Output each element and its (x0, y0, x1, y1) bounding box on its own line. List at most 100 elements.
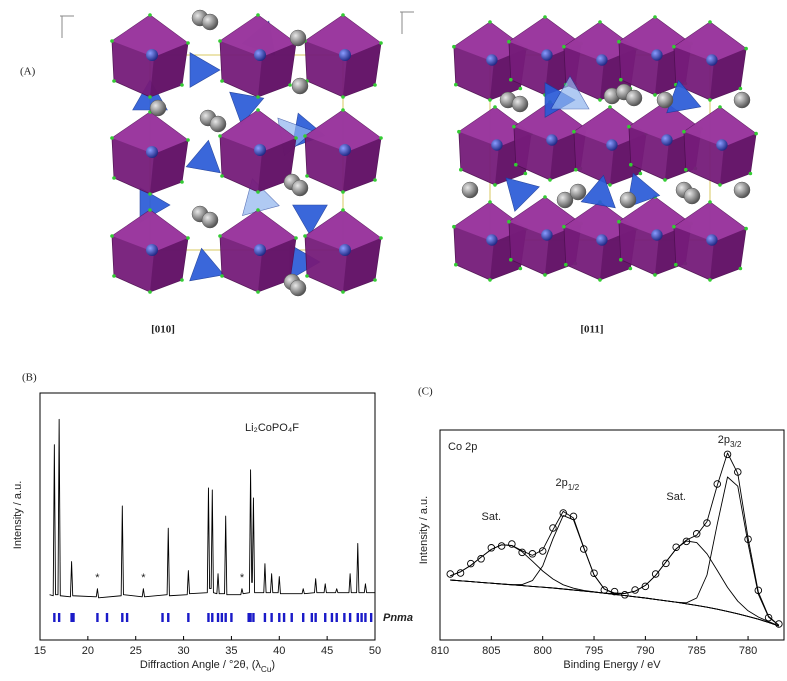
fluorine-atom (112, 274, 116, 278)
reflection-tick (216, 613, 220, 622)
fluorine-atom (518, 266, 523, 271)
data-point (662, 559, 670, 568)
cobalt-atom (541, 49, 553, 61)
x-axis-label-part: Cu (261, 665, 272, 674)
tetrahedron (189, 52, 221, 88)
fluorine-atom (488, 98, 492, 102)
fluorine-atom (548, 178, 552, 182)
fluorine-atom (305, 174, 309, 178)
fluorine-atom (748, 171, 753, 176)
reflection-tick (282, 613, 286, 622)
tetrahedron (229, 91, 265, 126)
octahedron-face (305, 210, 381, 252)
reflection-tick (167, 613, 170, 622)
octahedron-face (563, 202, 637, 242)
annotation: * (95, 572, 100, 584)
annotation: 2p3/2 (718, 434, 742, 449)
fluorine-atom (572, 129, 576, 134)
octahedron-face (343, 238, 381, 292)
fluorine-atom (682, 129, 686, 134)
tetrahedron (550, 75, 590, 110)
cobalt-atom (706, 54, 718, 66)
fluorine-atom (180, 83, 184, 87)
fluorine-atom (653, 273, 657, 277)
reflection-tick (125, 613, 129, 622)
annotation-part: 2p (555, 477, 567, 489)
cobalt-atom (254, 144, 266, 156)
fluorine-atom (148, 13, 152, 17)
fluorine-atom (619, 257, 623, 262)
fluorine-atom (598, 98, 602, 102)
legend-label: Pnma (383, 612, 413, 624)
plot-frame (439, 429, 785, 641)
lithium-atom (683, 187, 701, 205)
annotation-part: 2p (718, 434, 730, 446)
fluorine-atom (617, 39, 621, 44)
fluorine-atom (562, 224, 566, 229)
data-point (467, 559, 475, 568)
x-tick-label: 30 (177, 645, 189, 657)
fluorine-atom (452, 44, 456, 49)
axis-glyph (60, 15, 74, 38)
cobalt-atom (546, 134, 558, 146)
fluorine-atom (373, 178, 377, 182)
reflection-tick (96, 613, 99, 622)
fluorine-atom (341, 290, 345, 294)
reflection-tick (360, 613, 363, 622)
fluorine-atom (507, 219, 511, 224)
x-tick-label: 20 (82, 645, 94, 657)
fluorine-atom (512, 124, 516, 129)
fluorine-atom (574, 167, 578, 172)
fluorine-atom (457, 129, 461, 134)
cobalt-atom (596, 54, 608, 66)
fluorine-atom (341, 208, 345, 212)
fluorine-atom (186, 138, 190, 142)
fluorine-atom (674, 262, 678, 267)
data-point (672, 543, 680, 551)
fluorine-atom (341, 95, 345, 99)
data-point (723, 450, 732, 459)
tetrahedron (185, 139, 221, 174)
fluorine-atom (341, 108, 345, 112)
fluorine-atom (708, 20, 712, 24)
plot-frame (39, 392, 376, 641)
octahedron-face (150, 140, 188, 194)
chart-title: Co 2p (448, 441, 477, 453)
data-point (631, 586, 639, 594)
fluorine-atom (148, 290, 152, 294)
reflection-tick (324, 613, 327, 622)
octahedron-face (112, 210, 188, 252)
cobalt-atom (491, 139, 503, 151)
view-label: [011] (580, 324, 603, 336)
y-axis-label: Intensity / a.u. (418, 496, 430, 564)
fluorine-atom (488, 200, 492, 204)
octahedron-face (673, 202, 747, 242)
reflection-tick (70, 613, 73, 622)
fluorine-atom (220, 174, 224, 178)
lithium-atom (656, 91, 674, 109)
x-tick-label: 40 (273, 645, 285, 657)
crystal-structures (60, 9, 758, 297)
octahedron-face (258, 43, 296, 97)
reflection-tick (224, 613, 227, 622)
lithium-atom (149, 99, 167, 117)
fluorine-atom (256, 190, 260, 194)
lithium-atom (619, 191, 637, 209)
lithium-atom (289, 29, 307, 47)
data-point (508, 540, 516, 548)
octahedron-face (453, 202, 527, 242)
tetrahedron (666, 79, 702, 114)
fluorine-atom (598, 278, 602, 282)
cobalt-atom (146, 146, 158, 158)
fluorine-atom (379, 236, 383, 240)
panel-label: (B) (22, 372, 37, 384)
x-tick-label: 50 (369, 645, 381, 657)
reflection-tick (278, 613, 281, 622)
octahedron-face (343, 43, 381, 97)
tetrahedron (292, 204, 328, 236)
lithium-atom (289, 279, 307, 297)
fluorine-atom (379, 136, 383, 140)
x-tick-label: 785 (688, 645, 706, 657)
